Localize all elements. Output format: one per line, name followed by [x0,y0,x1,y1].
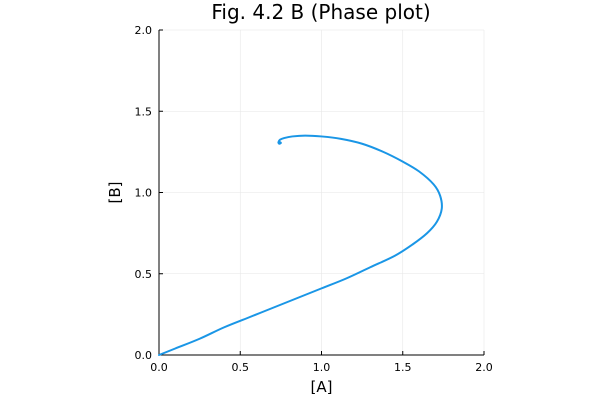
y-tick-label: 1.5 [135,105,153,118]
y-tick-label: 0.5 [135,268,153,281]
y-tick-label: 2.0 [135,24,153,37]
x-axis-ticks: 0.0 0.5 1.0 1.5 2.0 [150,351,493,374]
x-tick-label: 2.0 [475,361,493,374]
x-tick-label: 1.0 [313,361,331,374]
y-tick-label: 0.0 [135,349,153,362]
x-tick-label: 0.5 [232,361,250,374]
x-tick-label: 0.0 [150,361,168,374]
grid [158,29,485,356]
y-axis-ticks: 0.0 0.5 1.0 1.5 2.0 [135,24,163,362]
phase-trajectory-line [158,134,443,356]
y-tick-label: 1.0 [135,187,153,200]
chart-title: Fig. 4.2 B (Phase plot) [211,0,430,24]
x-tick-label: 1.5 [394,361,412,374]
y-axis-label: [B] [106,182,124,204]
x-axis-label: [A] [311,378,333,396]
